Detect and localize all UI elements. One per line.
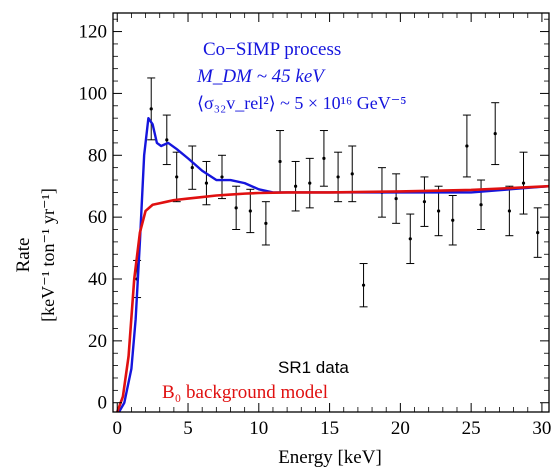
x-axis-label: Energy [keV] xyxy=(278,447,382,468)
data-point xyxy=(465,144,469,148)
data-point xyxy=(451,218,455,222)
data-point xyxy=(408,237,412,241)
data-point xyxy=(294,184,298,188)
chart-labels: Energy [keV] Rate [keV⁻¹ ton⁻¹ yr⁻¹] Co−… xyxy=(13,39,407,468)
data-point xyxy=(248,209,252,213)
x-tick-label: 25 xyxy=(462,418,481,439)
data-point xyxy=(361,283,366,287)
data-point xyxy=(190,166,194,170)
data-point xyxy=(336,175,340,179)
x-tick-label: 10 xyxy=(249,418,268,439)
annotation-process: Co−SIMP process xyxy=(203,39,341,60)
data-point xyxy=(149,107,153,111)
y-axis-units-label: [keV⁻¹ ton⁻¹ yr⁻¹] xyxy=(38,188,58,322)
data-point xyxy=(220,175,224,179)
data-point xyxy=(521,181,526,185)
y-tick-label: 60 xyxy=(88,207,107,228)
data-point xyxy=(422,200,427,204)
data-point xyxy=(175,175,179,179)
data-point xyxy=(479,203,483,207)
y-tick-label: 100 xyxy=(79,83,108,104)
data-point xyxy=(308,181,312,185)
legend-background-label: B₀ background model xyxy=(162,382,328,403)
y-tick-label: 120 xyxy=(79,22,108,43)
curves-group xyxy=(115,116,549,412)
data-point xyxy=(507,209,511,213)
y-tick-label: 40 xyxy=(88,269,107,290)
data-point xyxy=(350,172,354,176)
annotation-mass: M_DM ~ 45 keV xyxy=(196,66,326,87)
data-point xyxy=(493,132,497,136)
data-point xyxy=(436,209,441,213)
axes: 0 5 10 15 20 25 30 0 20 40 60 80 100 120 xyxy=(79,12,551,439)
data-points-group xyxy=(133,77,542,308)
y-tick-label: 0 xyxy=(98,393,108,414)
y-tick-label: 20 xyxy=(88,331,107,352)
data-point xyxy=(394,196,398,201)
annotation-cross-section: ⟨σ₃₂v_rel²⟩ ~ 5 × 10¹⁶ GeV⁻⁵ xyxy=(197,93,407,113)
x-tick-label: 0 xyxy=(112,418,122,439)
y-tick-label: 80 xyxy=(88,145,107,166)
data-point xyxy=(264,221,268,225)
plot-frame xyxy=(112,12,550,413)
x-tick-label: 5 xyxy=(183,418,193,439)
legend-data-label: SR1 data xyxy=(278,358,349,377)
data-point xyxy=(322,156,326,160)
x-tick-label: 20 xyxy=(391,418,410,439)
x-tick-label: 15 xyxy=(320,418,339,439)
data-point xyxy=(204,181,209,185)
background-curve-line xyxy=(115,184,549,412)
plot-area xyxy=(115,77,549,412)
data-point xyxy=(234,206,238,210)
y-axis-label: Rate xyxy=(13,238,34,273)
x-tick-label: 30 xyxy=(532,418,551,439)
data-point xyxy=(536,231,540,235)
data-point xyxy=(278,159,282,164)
data-point xyxy=(165,138,169,142)
